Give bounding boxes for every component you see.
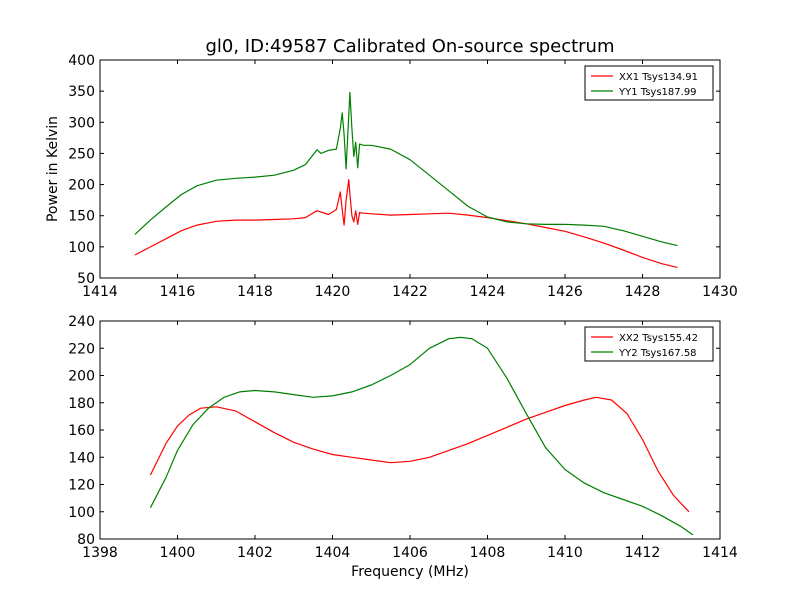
top-panel: 1414 1416 1418 1420 1422 1424 1426 1428 1430 50 10… xyxy=(45,53,738,300)
x-tick-label: 1416 xyxy=(160,284,196,300)
series-line-yy1 xyxy=(134,91,678,247)
x-tick-label: 1402 xyxy=(237,545,273,561)
y-tick-label: 300 xyxy=(68,115,95,131)
y-tick-label: 100 xyxy=(68,240,95,256)
y-tick-label: 400 xyxy=(68,53,95,69)
y-tick-label: 180 xyxy=(68,396,95,412)
x-tick-label: 1412 xyxy=(625,545,661,561)
x-tick-label: 1408 xyxy=(470,545,506,561)
x-tick-label: 1414 xyxy=(702,545,738,561)
x-tick-label: 1404 xyxy=(315,545,351,561)
y-tick-label: 50 xyxy=(77,271,95,287)
x-tick-label: 1422 xyxy=(392,284,428,300)
legend-label: YY1 Tsys187.99 xyxy=(618,87,697,98)
y-tick-label: 120 xyxy=(68,478,95,494)
y-tick-label: 140 xyxy=(68,450,95,466)
series-line-yy2 xyxy=(149,336,694,536)
y-tick-label: 100 xyxy=(68,505,95,521)
y-axis-label: Power in Kelvin xyxy=(45,116,61,222)
y-tick-label: 160 xyxy=(68,423,95,439)
x-tick-label: 1418 xyxy=(237,284,273,300)
legend-box xyxy=(584,65,714,101)
y-tick-label: 350 xyxy=(68,84,95,100)
series-line-xx1 xyxy=(134,179,678,268)
legend-label: XX2 Tsys155.42 xyxy=(619,333,698,344)
x-tick-label: 1398 xyxy=(82,545,118,561)
legend-label: YY2 Tsys167.58 xyxy=(618,348,697,359)
legend-box xyxy=(584,326,714,362)
figure-title: gl0, ID:49587 Calibrated On-source spect… xyxy=(205,36,614,57)
x-tick-label: 1414 xyxy=(82,284,118,300)
y-tick-label: 250 xyxy=(68,146,95,162)
y-tick-label: 220 xyxy=(68,341,95,357)
bottom-panel: 1398 1400 1402 1404 1406 1408 1410 1412 1414 80 10… xyxy=(68,314,738,580)
y-tick-label: 200 xyxy=(68,178,95,194)
x-tick-label: 1400 xyxy=(160,545,196,561)
x-axis-label: Frequency (MHz) xyxy=(351,564,469,580)
x-tick-label: 1426 xyxy=(547,284,583,300)
x-tick-label: 1424 xyxy=(470,284,506,300)
series-line-xx2 xyxy=(149,396,690,513)
y-tick-label: 240 xyxy=(68,314,95,330)
y-tick-label: 150 xyxy=(68,209,95,225)
x-tick-label: 1428 xyxy=(625,284,661,300)
x-tick-label: 1420 xyxy=(315,284,351,300)
x-tick-label: 1410 xyxy=(547,545,583,561)
y-tick-label: 200 xyxy=(68,369,95,385)
x-tick-label: 1430 xyxy=(702,284,738,300)
y-tick-label: 80 xyxy=(77,532,95,548)
legend-label: XX1 Tsys134.91 xyxy=(619,72,698,83)
x-tick-label: 1406 xyxy=(392,545,428,561)
